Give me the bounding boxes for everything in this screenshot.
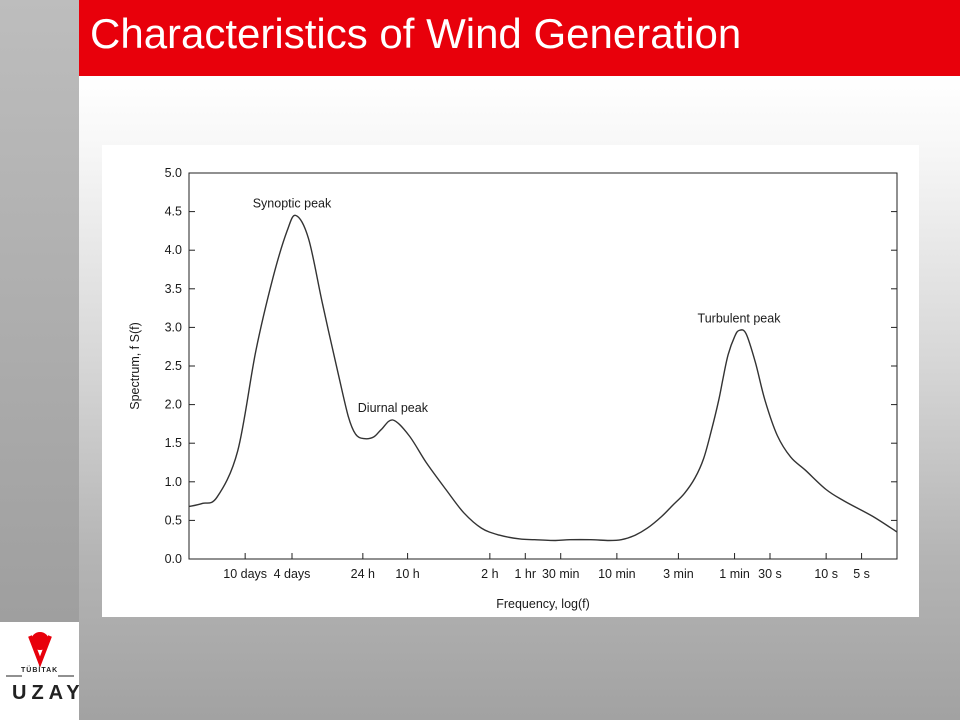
y-tick-label: 2.0 <box>165 398 182 412</box>
peak-annotation: Diurnal peak <box>358 401 429 415</box>
y-tick-label: 0.0 <box>165 552 182 566</box>
x-axis-label: Frequency, log(f) <box>496 597 590 611</box>
peak-annotation: Turbulent peak <box>698 311 782 325</box>
slide-title: Characteristics of Wind Generation <box>90 10 742 57</box>
x-tick-label: 10 s <box>814 567 838 581</box>
x-tick-label: 10 h <box>395 567 419 581</box>
spectrum-series-line <box>188 214 898 542</box>
title-bar: Characteristics of Wind Generation <box>79 0 960 76</box>
x-tick-label: 4 days <box>274 567 311 581</box>
x-tick-label: 10 min <box>598 567 636 581</box>
y-axis-label: Spectrum, f S(f) <box>128 322 142 410</box>
x-tick-label: 1 hr <box>515 567 537 581</box>
x-tick-label: 10 days <box>223 567 267 581</box>
spectrum-chart: 0.0 0.5 1.0 1.5 2.0 2.5 3.0 3.5 4.0 4.5 5.0 10 day… <box>128 166 898 611</box>
y-tick-label: 3.5 <box>165 282 182 296</box>
logo-org-main: UZAY <box>12 682 85 704</box>
x-tick-label: 30 s <box>758 567 782 581</box>
plot-frame <box>188 172 898 560</box>
y-tick-label: 2.5 <box>165 359 182 373</box>
logo-area <box>0 622 79 720</box>
x-tick-label: 5 s <box>853 567 870 581</box>
y-tick-label: 5.0 <box>165 166 182 180</box>
y-tick-label: 1.0 <box>165 475 182 489</box>
logo-org-small: TÜBİTAK <box>21 667 59 674</box>
peak-annotation: Synoptic peak <box>253 196 332 210</box>
left-sidebar-strip <box>0 0 79 720</box>
chart-panel: 0.0 0.5 1.0 1.5 2.0 2.5 3.0 3.5 4.0 4.5 5.0 10 day… <box>102 145 919 617</box>
tubitak-emblem-icon <box>6 632 74 677</box>
x-tick-label: 3 min <box>663 567 694 581</box>
x-tick-label: 24 h <box>351 567 375 581</box>
x-tick-label: 1 min <box>719 567 750 581</box>
y-tick-label: 4.0 <box>165 243 182 257</box>
x-tick-label: 2 h <box>481 567 498 581</box>
y-tick-label: 3.0 <box>165 320 182 334</box>
y-tick-label: 0.5 <box>165 513 182 527</box>
y-tick-label: 1.5 <box>165 436 182 450</box>
y-tick-label: 4.5 <box>165 205 182 219</box>
x-tick-label: 30 min <box>542 567 580 581</box>
